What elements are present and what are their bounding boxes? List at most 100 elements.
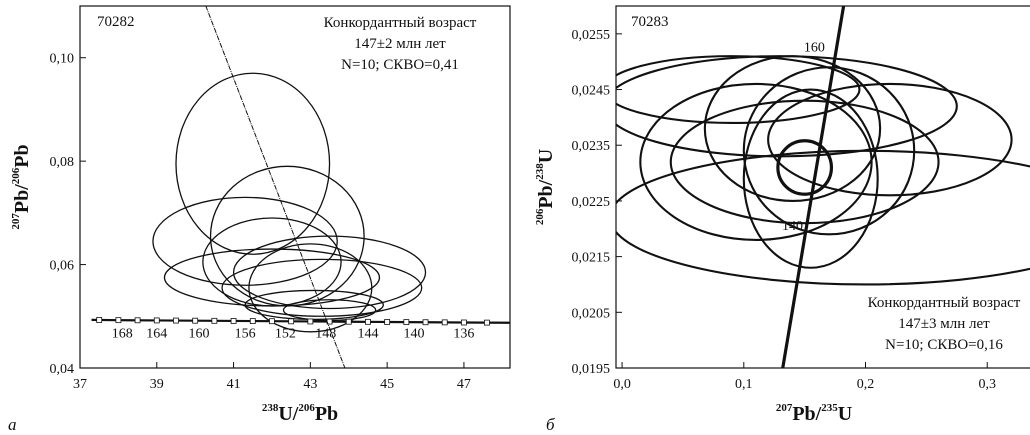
sample-id-b: 70283 xyxy=(631,14,669,30)
concordia-age-marker xyxy=(115,317,122,324)
concordia-age-label: 148 xyxy=(315,326,336,341)
concordia-age-label: 152 xyxy=(275,326,296,341)
concordia-age-marker xyxy=(153,317,160,324)
x-tick-label: 0,3 xyxy=(978,377,996,392)
y-tick-label: 0,04 xyxy=(50,362,75,377)
error-ellipse xyxy=(244,289,384,321)
annotation-b-line3: N=10; СКВО=0,16 xyxy=(885,337,1003,353)
concordia-age-marker xyxy=(307,318,314,325)
concordia-age-marker xyxy=(403,319,410,326)
concordia-age-marker xyxy=(173,317,179,324)
error-ellipse xyxy=(616,55,861,124)
ellipses-a xyxy=(152,72,427,333)
y-tick-label: 0,0205 xyxy=(572,306,611,321)
y-axis-ticks-b: 0,0195 0,0205 0,0215 0,0225 0,0235 0,0245 0,02… xyxy=(572,28,622,377)
concordia-age-label: 160 xyxy=(804,41,825,56)
regression-line-a xyxy=(205,6,346,368)
error-ellipse xyxy=(163,248,381,307)
x-tick-label: 39 xyxy=(150,377,164,392)
panel-a-concordia: 168 164 160 156 152 148 144 140 136 37 39 41 43 45 47… xyxy=(8,5,511,434)
x-axis-ticks-a: 37 39 41 43 45 47 xyxy=(73,362,471,392)
concordia-age-label: 164 xyxy=(146,326,167,341)
error-ellipse xyxy=(767,82,1013,197)
y-tick-label: 0,0245 xyxy=(572,84,611,99)
error-ellipse xyxy=(616,149,1030,286)
y-tick-label: 0,0235 xyxy=(572,139,611,154)
plot-frame-a xyxy=(79,5,511,369)
concordia-age-marker xyxy=(192,317,199,324)
age-labels-a: 168 164 160 156 152 148 144 140 136 xyxy=(112,326,475,341)
discordia-line xyxy=(205,6,346,368)
concordia-age-label: 136 xyxy=(453,326,474,341)
concordia-age-marker xyxy=(365,318,371,325)
x-axis-ticks-b: 0,0 0,1 0,2 0,3 xyxy=(613,362,996,392)
annotation-b-line2: 147±3 млн лет xyxy=(898,316,990,332)
concordia-age-marker xyxy=(422,319,429,326)
concordia-age-marker xyxy=(461,319,467,326)
error-ellipse xyxy=(221,258,423,317)
concordia-line xyxy=(781,6,846,368)
concordia-age-label: 140 xyxy=(782,219,803,234)
x-tick-label: 37 xyxy=(73,377,87,392)
concordia-age-marker xyxy=(288,318,295,325)
y-tick-label: 0,0225 xyxy=(572,195,611,210)
panel-letter-a: а xyxy=(8,415,17,434)
concordia-age-label: 156 xyxy=(235,326,256,341)
error-ellipse xyxy=(742,66,916,236)
concordia-age-marker xyxy=(345,318,352,325)
concordia-age-marker xyxy=(269,318,275,325)
y-axis-ticks-a: 0,04 0,06 0,08 0,10 xyxy=(50,52,86,377)
error-ellipse xyxy=(742,88,879,269)
error-ellipse xyxy=(248,243,373,333)
error-ellipse xyxy=(703,55,882,202)
concordia-age-marker xyxy=(484,319,490,326)
error-ellipse xyxy=(616,55,958,158)
concordia-age-marker xyxy=(230,318,237,324)
y-axis-label-a: 207Pb/206Pb xyxy=(10,144,33,229)
y-tick-label: 0,06 xyxy=(50,259,75,274)
annotation-a-line3: N=10; СКВО=0,41 xyxy=(341,57,459,73)
annotation-a-line1: Конкордантный возраст xyxy=(324,15,477,31)
x-tick-label: 0,2 xyxy=(857,377,875,392)
error-ellipse xyxy=(175,72,331,255)
concordia-age-marker xyxy=(96,317,103,323)
x-tick-label: 45 xyxy=(380,377,394,392)
sample-id-a: 70282 xyxy=(97,14,135,30)
error-ellipse xyxy=(776,139,834,196)
x-tick-label: 47 xyxy=(457,377,471,392)
annotation-b-line1: Конкордантный возраст xyxy=(868,295,1021,311)
x-tick-label: 41 xyxy=(227,377,241,392)
concordia-curve-b xyxy=(781,6,846,368)
x-axis-label-a: 238U/206Pb xyxy=(262,402,338,425)
panel-letter-b: б xyxy=(546,415,555,434)
error-ellipse xyxy=(152,196,338,286)
x-tick-label: 43 xyxy=(303,377,317,392)
concordia-curve-a xyxy=(91,317,510,326)
concordia-age-label: 160 xyxy=(189,326,210,341)
y-tick-label: 0,0255 xyxy=(572,28,611,43)
concordia-age-marker xyxy=(211,317,218,324)
age-labels-b: 160 140 xyxy=(782,41,825,234)
concordia-age-label: 168 xyxy=(112,326,133,341)
y-tick-label: 0,0215 xyxy=(572,251,611,266)
annotation-a-line2: 147±2 млн лет xyxy=(354,36,446,52)
error-ellipse xyxy=(282,299,377,322)
concordia-age-marker xyxy=(249,318,256,324)
concordia-age-marker xyxy=(134,317,141,324)
y-tick-label: 0,0195 xyxy=(572,362,611,377)
x-tick-label: 0,1 xyxy=(735,377,753,392)
x-tick-label: 0,0 xyxy=(613,377,631,392)
y-tick-label: 0,08 xyxy=(50,155,75,170)
plot-frame-b xyxy=(615,5,1030,369)
concordia-age-marker xyxy=(384,319,391,325)
concordia-age-marker xyxy=(441,319,448,326)
concordia-age-label: 140 xyxy=(404,326,425,341)
error-ellipse xyxy=(669,99,940,225)
error-ellipse xyxy=(232,235,427,310)
ellipses-b xyxy=(616,55,1030,286)
y-axis-label-b: 206Pb/238U xyxy=(534,149,557,225)
y-tick-label: 0,10 xyxy=(50,52,75,67)
concordia-age-label: 144 xyxy=(357,326,378,341)
